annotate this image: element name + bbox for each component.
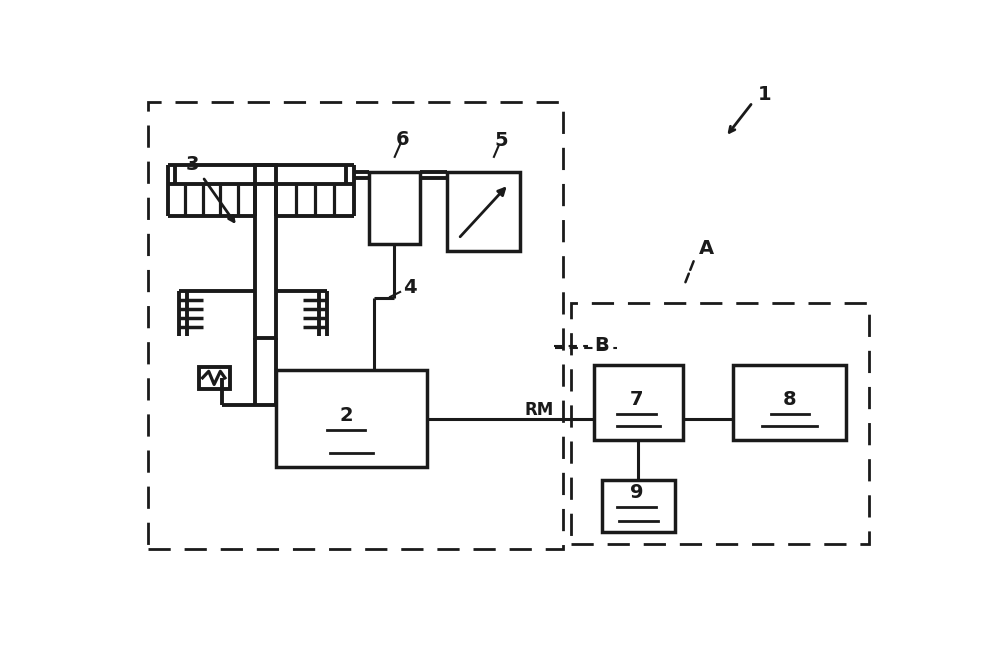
Bar — [733, 366, 846, 440]
Text: 9: 9 — [630, 482, 643, 502]
Bar — [369, 172, 420, 244]
Text: B: B — [594, 336, 609, 355]
Text: 6: 6 — [396, 130, 409, 149]
Text: 7: 7 — [630, 390, 643, 409]
Text: 8: 8 — [783, 390, 797, 409]
Bar — [276, 370, 427, 467]
Text: 1: 1 — [758, 85, 771, 104]
Bar — [447, 172, 520, 251]
Bar — [594, 366, 683, 440]
Text: 2: 2 — [339, 406, 353, 424]
Bar — [602, 480, 675, 532]
Bar — [199, 367, 230, 389]
Text: 5: 5 — [494, 131, 508, 150]
Text: 3: 3 — [186, 155, 199, 174]
Text: RM: RM — [524, 401, 553, 419]
Text: A: A — [699, 239, 714, 258]
Text: 4: 4 — [403, 279, 417, 297]
Bar — [255, 165, 276, 338]
